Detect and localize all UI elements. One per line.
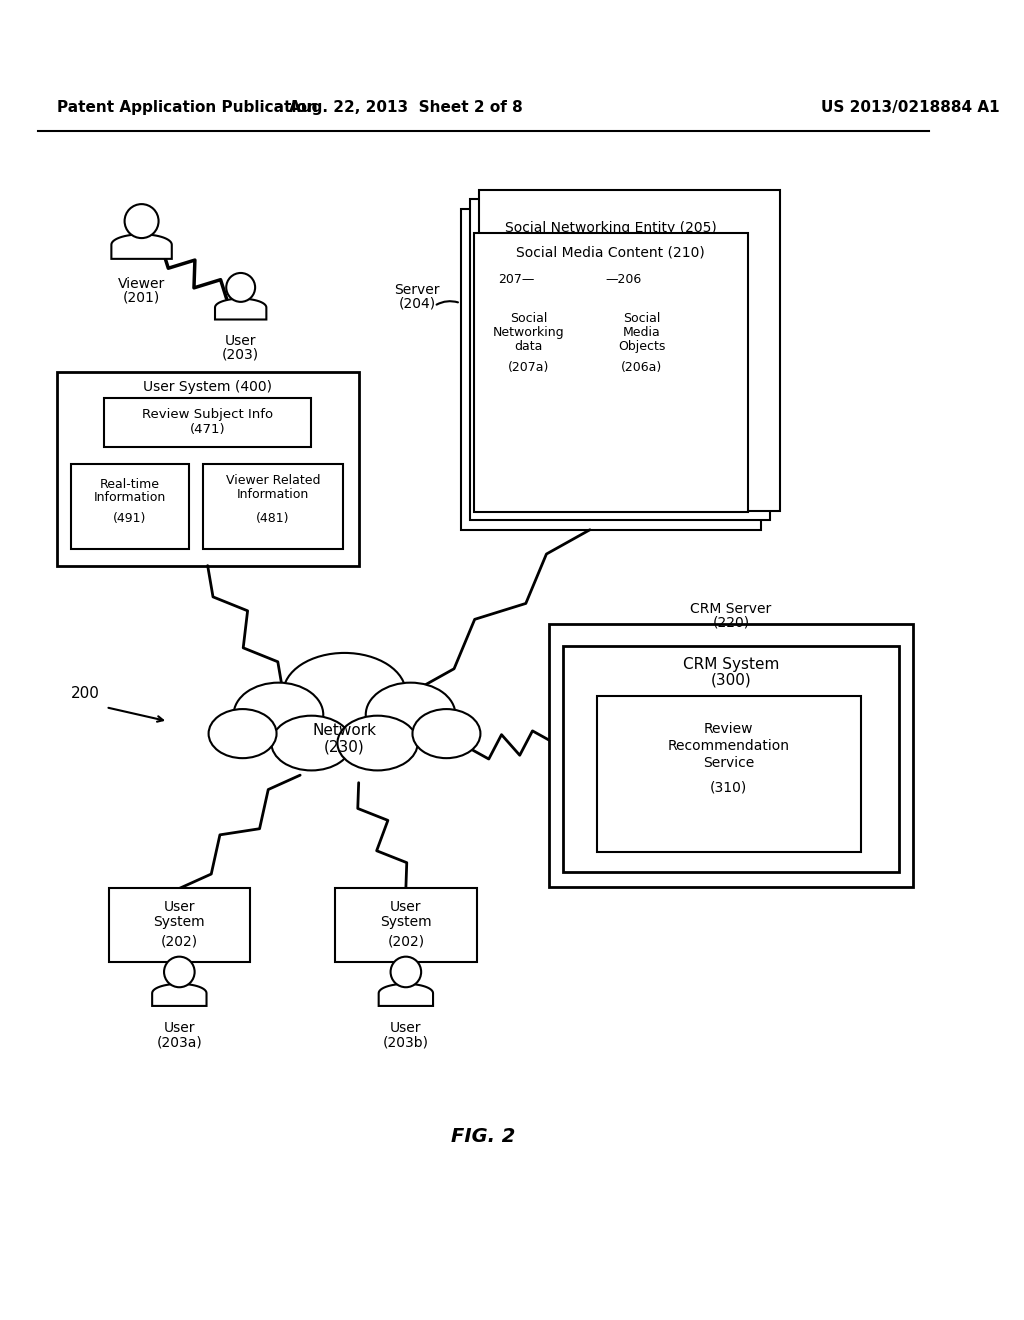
Text: —206: —206 bbox=[605, 273, 642, 286]
FancyBboxPatch shape bbox=[608, 281, 694, 393]
Text: Service: Service bbox=[703, 756, 755, 770]
Text: Information: Information bbox=[237, 488, 309, 502]
Ellipse shape bbox=[209, 709, 276, 758]
FancyBboxPatch shape bbox=[549, 624, 912, 887]
Text: User: User bbox=[225, 334, 256, 348]
FancyBboxPatch shape bbox=[103, 397, 311, 446]
Text: Objects: Objects bbox=[618, 341, 666, 354]
FancyBboxPatch shape bbox=[563, 645, 898, 873]
Text: (491): (491) bbox=[113, 512, 146, 525]
Text: CRM System: CRM System bbox=[683, 657, 779, 672]
Text: (310): (310) bbox=[710, 780, 748, 795]
FancyBboxPatch shape bbox=[479, 190, 779, 511]
Text: System: System bbox=[154, 915, 205, 929]
Polygon shape bbox=[153, 983, 207, 1006]
Circle shape bbox=[164, 957, 195, 987]
Text: (206a): (206a) bbox=[622, 360, 663, 374]
Ellipse shape bbox=[338, 715, 418, 771]
Text: data: data bbox=[514, 341, 543, 354]
Text: Real-time: Real-time bbox=[99, 478, 160, 491]
Text: CRM Server: CRM Server bbox=[690, 602, 772, 616]
Text: User: User bbox=[164, 1022, 196, 1035]
Text: (471): (471) bbox=[189, 424, 225, 436]
Ellipse shape bbox=[284, 653, 406, 733]
Text: (300): (300) bbox=[711, 672, 752, 688]
Circle shape bbox=[390, 957, 421, 987]
Text: Network: Network bbox=[312, 723, 377, 738]
Text: User: User bbox=[390, 1022, 422, 1035]
Text: (203b): (203b) bbox=[383, 1035, 429, 1049]
FancyBboxPatch shape bbox=[71, 463, 188, 549]
FancyBboxPatch shape bbox=[598, 290, 685, 404]
Text: Aug. 22, 2013  Sheet 2 of 8: Aug. 22, 2013 Sheet 2 of 8 bbox=[289, 100, 522, 115]
Text: Review Subject Info: Review Subject Info bbox=[142, 408, 273, 421]
Text: Social Networking Entity (205): Social Networking Entity (205) bbox=[505, 220, 717, 235]
FancyBboxPatch shape bbox=[335, 888, 476, 962]
Text: Recommendation: Recommendation bbox=[668, 739, 790, 752]
Text: (203a): (203a) bbox=[157, 1035, 202, 1049]
FancyBboxPatch shape bbox=[495, 281, 582, 393]
FancyBboxPatch shape bbox=[474, 234, 748, 512]
Polygon shape bbox=[379, 983, 433, 1006]
Text: User: User bbox=[390, 900, 422, 915]
Text: Review: Review bbox=[703, 722, 754, 737]
Text: User System (400): User System (400) bbox=[143, 380, 272, 395]
Text: Social Media Content (210): Social Media Content (210) bbox=[516, 246, 706, 259]
Text: (201): (201) bbox=[123, 290, 160, 305]
Text: (220): (220) bbox=[713, 615, 750, 630]
Text: 200: 200 bbox=[71, 685, 99, 701]
Text: (481): (481) bbox=[256, 512, 290, 525]
Text: Server: Server bbox=[394, 282, 440, 297]
Text: US 2013/0218884 A1: US 2013/0218884 A1 bbox=[821, 100, 999, 115]
FancyBboxPatch shape bbox=[603, 285, 690, 399]
Text: FIG. 2: FIG. 2 bbox=[451, 1127, 515, 1146]
Circle shape bbox=[226, 273, 255, 302]
FancyBboxPatch shape bbox=[56, 372, 358, 565]
Text: Patent Application Publication: Patent Application Publication bbox=[56, 100, 317, 115]
Polygon shape bbox=[215, 298, 266, 319]
FancyBboxPatch shape bbox=[461, 209, 761, 529]
Text: (203): (203) bbox=[222, 347, 259, 362]
Text: User: User bbox=[164, 900, 196, 915]
Text: Viewer: Viewer bbox=[118, 277, 165, 292]
Text: System: System bbox=[380, 915, 432, 929]
Text: (230): (230) bbox=[325, 739, 365, 754]
Polygon shape bbox=[112, 235, 172, 259]
Text: Networking: Networking bbox=[493, 326, 564, 339]
Circle shape bbox=[125, 205, 159, 238]
Ellipse shape bbox=[413, 709, 480, 758]
FancyBboxPatch shape bbox=[485, 290, 572, 404]
FancyBboxPatch shape bbox=[489, 285, 577, 399]
Text: 207—: 207— bbox=[499, 273, 535, 286]
Text: (202): (202) bbox=[161, 935, 198, 948]
FancyBboxPatch shape bbox=[470, 199, 770, 520]
Text: Social: Social bbox=[510, 312, 547, 325]
Text: Social: Social bbox=[624, 312, 660, 325]
Text: Viewer Related: Viewer Related bbox=[225, 474, 321, 487]
Ellipse shape bbox=[233, 682, 324, 747]
Text: (204): (204) bbox=[398, 296, 436, 310]
Text: (202): (202) bbox=[387, 935, 424, 948]
FancyBboxPatch shape bbox=[203, 463, 343, 549]
Ellipse shape bbox=[366, 682, 456, 747]
FancyBboxPatch shape bbox=[109, 888, 250, 962]
FancyBboxPatch shape bbox=[597, 696, 861, 851]
Ellipse shape bbox=[271, 715, 351, 771]
Text: Media: Media bbox=[623, 326, 660, 339]
Text: Information: Information bbox=[93, 491, 166, 504]
Text: (207a): (207a) bbox=[508, 360, 549, 374]
